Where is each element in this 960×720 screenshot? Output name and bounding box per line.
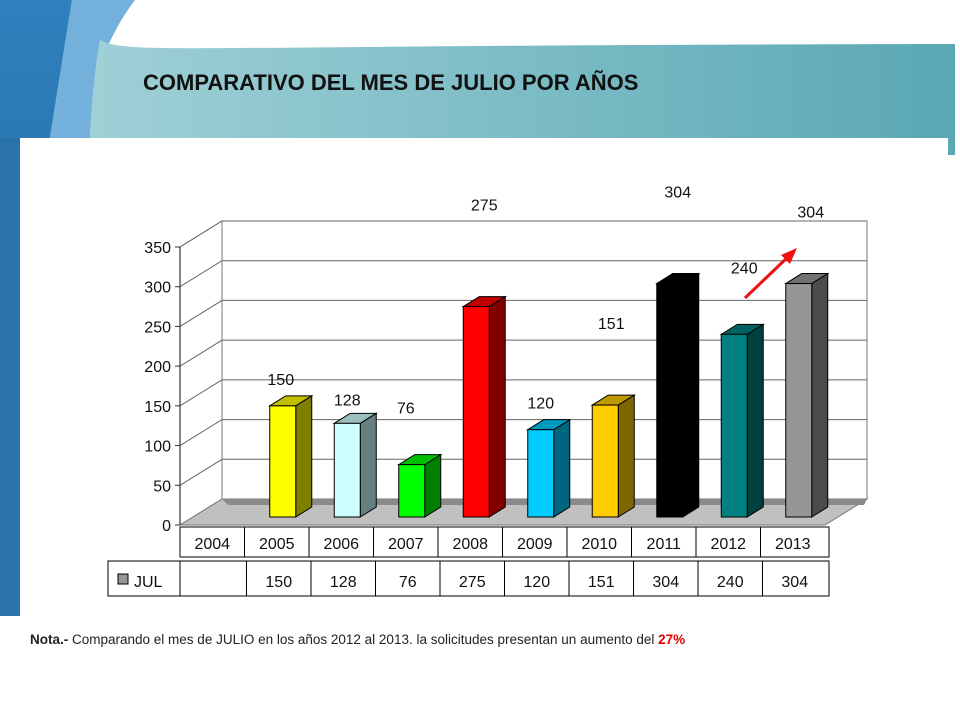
- bar-2012: [719, 323, 765, 518]
- table-value-cell: 304: [652, 574, 679, 591]
- data-label-2013: 304: [797, 205, 824, 222]
- table-value-cell: 128: [330, 574, 357, 591]
- table-header-row: [179, 526, 830, 558]
- y-tick-label: 350: [144, 240, 171, 257]
- y-axis-ticks: 0 50 100 150 200 250 300 350: [144, 240, 181, 535]
- data-labels: 150 128 76 275 120 151 304 240 304: [267, 185, 824, 418]
- y-tick-label: 0: [162, 518, 171, 535]
- bar-front: [398, 464, 426, 518]
- side-wall: [179, 220, 223, 526]
- note-body: Comparando el mes de JULIO en los años 2…: [68, 632, 659, 647]
- table-value-cell: 151: [588, 574, 615, 591]
- bar-side: [424, 453, 442, 518]
- data-label-2007: 76: [397, 401, 415, 418]
- data-label-2010: 151: [598, 316, 625, 333]
- table-value-cell: 150: [265, 574, 292, 591]
- bar-2009: [526, 418, 572, 518]
- chart-bars: [268, 272, 830, 518]
- legend-label: JUL: [134, 574, 163, 591]
- y-tick-label: 300: [144, 280, 171, 297]
- table-header-cell: 2012: [710, 536, 746, 553]
- bar-front: [527, 429, 555, 518]
- note-percent: 27%: [658, 632, 686, 647]
- bar-side: [488, 295, 506, 518]
- bar-2005: [268, 394, 314, 518]
- gridline: [179, 220, 867, 248]
- trend-arrow: [743, 248, 797, 300]
- trend-arrow-head: [781, 248, 797, 264]
- y-tick-label: 100: [144, 439, 171, 456]
- chart-gridlines: [179, 220, 867, 486]
- bar-2006: [332, 412, 378, 518]
- note-text: Nota.- Comparando el mes de JULIO en los…: [30, 632, 685, 647]
- bar-side: [682, 272, 700, 518]
- slide-title: COMPARATIVO DEL MES DE JULIO POR AÑOS: [143, 70, 639, 95]
- table-header-cell: 2010: [581, 536, 617, 553]
- table-value-cell: 76: [399, 574, 417, 591]
- bar-front: [269, 405, 297, 518]
- gridline: [179, 339, 867, 367]
- table-header-cell: 2007: [388, 536, 424, 553]
- table-header-cell: 2008: [452, 536, 488, 553]
- y-tick-label: 50: [153, 478, 171, 495]
- bar-2008: [461, 295, 507, 518]
- data-label-2011: 304: [664, 185, 691, 202]
- y-tick-label: 250: [144, 319, 171, 336]
- bar-front: [656, 283, 684, 518]
- bar-side: [359, 412, 377, 518]
- table-value-cell: 275: [459, 574, 486, 591]
- bar-side: [811, 272, 829, 518]
- table-header-cell: 2011: [647, 536, 682, 553]
- data-label-2009: 120: [527, 396, 554, 413]
- table-value-cell: 304: [781, 574, 808, 591]
- bar-side: [553, 418, 571, 518]
- data-label-2012: 240: [731, 260, 758, 277]
- data-label-2006: 128: [334, 392, 361, 409]
- bar-side: [295, 394, 313, 518]
- table-header-cell: 2004: [194, 536, 230, 553]
- table-header-cell: 2006: [323, 536, 359, 553]
- data-label-2005: 150: [267, 372, 294, 389]
- bar-2007: [397, 453, 443, 518]
- bar-front: [462, 306, 490, 518]
- table-header-cell: 2013: [775, 536, 811, 553]
- bar-2010: [590, 394, 636, 518]
- bar-front: [591, 404, 619, 518]
- bar-2013: [784, 272, 830, 518]
- legend-swatch: [117, 573, 129, 585]
- data-table: 2004 2005 150 2006 128 2007 76 2008 275 2009 120 20…: [107, 526, 830, 597]
- y-tick-label: 150: [144, 399, 171, 416]
- table-header-cell: 2009: [517, 536, 553, 553]
- y-tick-label: 200: [144, 359, 171, 376]
- table-header-cell: 2005: [259, 536, 295, 553]
- trend-arrow-line: [743, 253, 792, 300]
- bar-front: [333, 422, 361, 518]
- bar-side: [746, 323, 764, 518]
- bar-side: [617, 394, 635, 518]
- bar-front: [720, 333, 748, 518]
- bar-2011: [655, 272, 701, 518]
- gridline: [179, 458, 867, 486]
- note-label: Nota.-: [30, 632, 69, 647]
- data-label-2008: 275: [471, 198, 498, 215]
- gridline: [179, 299, 867, 327]
- gridline: [179, 260, 867, 288]
- table-data-row: [107, 560, 830, 597]
- gridline: [179, 379, 867, 407]
- gridline: [179, 419, 867, 446]
- table-value-cell: 120: [523, 574, 550, 591]
- bar-front: [785, 283, 813, 518]
- table-value-cell: 240: [717, 574, 744, 591]
